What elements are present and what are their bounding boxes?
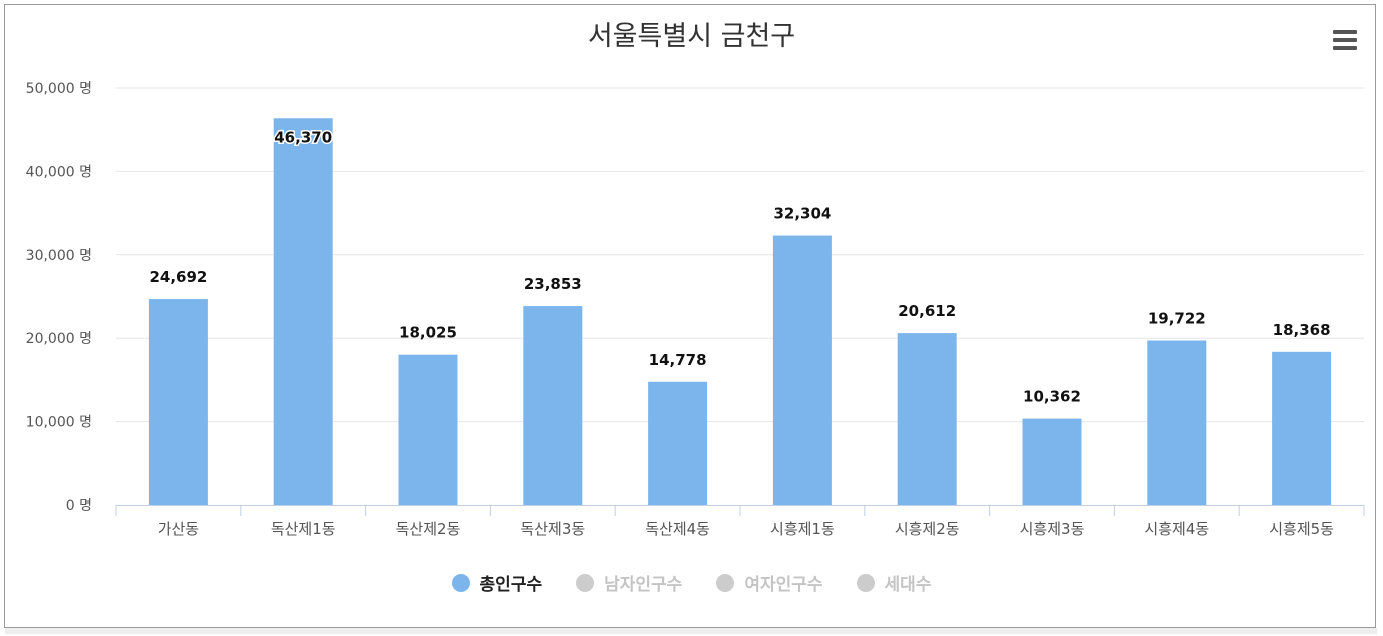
x-tick-label: 독산제1동	[271, 520, 336, 538]
y-tick-label: 50,000 명	[26, 81, 92, 97]
hamburger-menu-icon[interactable]	[1330, 28, 1358, 52]
legend-label: 여자인구수	[744, 575, 823, 595]
bars	[148, 118, 1332, 505]
bar[interactable]	[648, 381, 708, 505]
data-label: 20,612	[898, 302, 956, 320]
x-tick-label: 시흥제5동	[1269, 520, 1334, 538]
data-labels: 24,692 46,370 18,025 23,853 14,778 32,304 20,6…	[149, 127, 1331, 406]
bar[interactable]	[772, 235, 832, 505]
bar[interactable]	[1022, 418, 1082, 505]
legend-label: 남자인구수	[604, 575, 683, 595]
legend: 총인구수 남자인구수 여자인구수 세대수	[0, 570, 1383, 595]
legend-item[interactable]: 남자인구수	[576, 570, 682, 595]
bar[interactable]	[1272, 351, 1332, 505]
x-axis	[115, 505, 1365, 516]
chart-title: 서울특별시 금천구	[587, 21, 796, 52]
bar[interactable]	[148, 299, 208, 505]
legend-item[interactable]: 세대수	[856, 570, 932, 595]
data-label: 23,853	[524, 275, 582, 293]
x-tick-label: 시흥제4동	[1144, 520, 1209, 538]
y-axis-labels: 0 명 10,000 명 20,000 명 30,000 명 40,000 명 50,00…	[26, 81, 92, 514]
x-tick-label: 독산제4동	[645, 520, 710, 538]
chart-container	[4, 4, 1376, 628]
data-label: 14,778	[649, 351, 707, 369]
data-label: 32,304	[773, 205, 831, 223]
x-tick-label: 독산제3동	[520, 520, 585, 538]
footer-strip	[5, 628, 1377, 634]
x-tick-label: 시흥제2동	[895, 520, 960, 538]
x-tick-label: 가산동	[158, 520, 200, 538]
data-label: 19,722	[1148, 310, 1206, 328]
x-tick-label: 시흥제3동	[1020, 520, 1085, 538]
bar[interactable]	[523, 306, 583, 505]
legend-item[interactable]: 여자인구수	[716, 570, 823, 595]
x-axis-labels: 가산동 독산제1동 독산제2동 독산제3동 독산제4동 시흥제1동 시흥제2동 시흥제3동 시흥…	[158, 520, 1334, 538]
legend-label: 총인구수	[479, 575, 543, 595]
legend-marker	[451, 573, 470, 592]
legend-marker	[856, 573, 875, 592]
bar[interactable]	[398, 354, 458, 505]
x-tick-label: 독산제2동	[396, 520, 461, 538]
y-tick-label: 10,000 명	[26, 415, 92, 431]
data-label: 10,362	[1023, 388, 1081, 406]
bar[interactable]	[273, 118, 333, 505]
y-tick-label: 30,000 명	[26, 248, 92, 264]
data-label: 46,370	[274, 128, 332, 146]
bar[interactable]	[1147, 340, 1207, 505]
x-tick-label: 시흥제1동	[770, 520, 835, 538]
data-label: 24,692	[149, 268, 207, 286]
legend-item[interactable]: 총인구수	[451, 570, 543, 595]
bar[interactable]	[897, 333, 957, 505]
data-label: 18,368	[1273, 321, 1331, 339]
legend-marker	[576, 573, 595, 592]
legend-label: 세대수	[884, 575, 932, 595]
y-tick-label: 0 명	[66, 498, 92, 514]
data-label: 18,025	[399, 324, 457, 342]
legend-marker	[716, 573, 735, 592]
y-tick-label: 20,000 명	[26, 331, 92, 347]
y-tick-label: 40,000 명	[26, 164, 92, 180]
